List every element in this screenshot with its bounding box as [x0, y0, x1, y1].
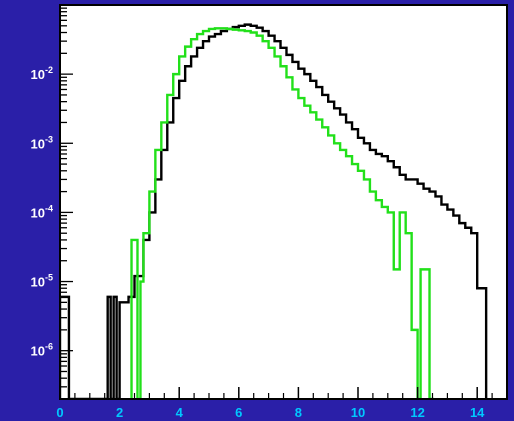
y-tick-label: 10-4 [31, 203, 53, 220]
x-tick-label: 6 [235, 405, 242, 420]
x-tick-label: 12 [410, 405, 424, 420]
y-tick-label: 10-2 [31, 65, 53, 82]
y-tick-label: 10-5 [31, 273, 53, 290]
y-tick-label: 10-6 [31, 342, 53, 359]
x-tick-label: 10 [351, 405, 365, 420]
series-layer [60, 23, 488, 399]
tick-layer [59, 4, 508, 400]
series-1-line [60, 23, 488, 399]
label-layer: 0 2 4 6 8 10 12 14 10-2 10-3 10-4 10-5 10-6 [31, 65, 486, 420]
x-tick-label: 0 [56, 405, 63, 420]
series-2-line [130, 27, 434, 399]
plot-area [60, 5, 507, 399]
x-tick-label: 14 [470, 405, 485, 420]
y-tick-label: 10-3 [31, 134, 53, 151]
x-tick-label: 2 [116, 405, 123, 420]
x-tick-label: 4 [176, 405, 184, 420]
x-tick-label: 8 [295, 405, 302, 420]
